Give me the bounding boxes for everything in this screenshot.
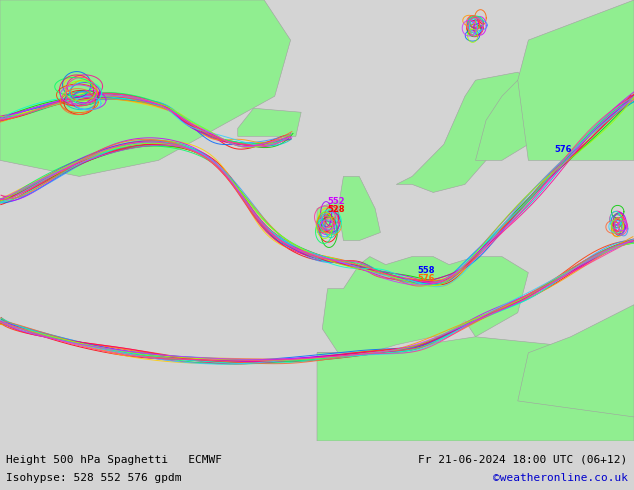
Polygon shape: [317, 257, 528, 353]
Polygon shape: [476, 80, 539, 160]
Text: Fr 21-06-2024 18:00 UTC (06+12): Fr 21-06-2024 18:00 UTC (06+12): [418, 455, 628, 465]
Polygon shape: [238, 108, 301, 136]
Polygon shape: [338, 176, 380, 241]
Text: ©weatheronline.co.uk: ©weatheronline.co.uk: [493, 473, 628, 483]
Polygon shape: [396, 72, 528, 193]
Text: 528: 528: [328, 205, 345, 215]
Text: 552: 552: [328, 197, 345, 206]
Text: 576: 576: [417, 273, 435, 283]
Text: Height 500 hPa Spaghetti   ECMWF: Height 500 hPa Spaghetti ECMWF: [6, 455, 223, 465]
Polygon shape: [518, 305, 634, 417]
Polygon shape: [317, 337, 634, 441]
Text: 558: 558: [417, 266, 435, 274]
Text: 576: 576: [555, 146, 573, 154]
Polygon shape: [317, 200, 338, 233]
Text: Isohypse: 528 552 576 gpdm: Isohypse: 528 552 576 gpdm: [6, 473, 182, 483]
Polygon shape: [518, 0, 634, 160]
Polygon shape: [0, 0, 290, 176]
